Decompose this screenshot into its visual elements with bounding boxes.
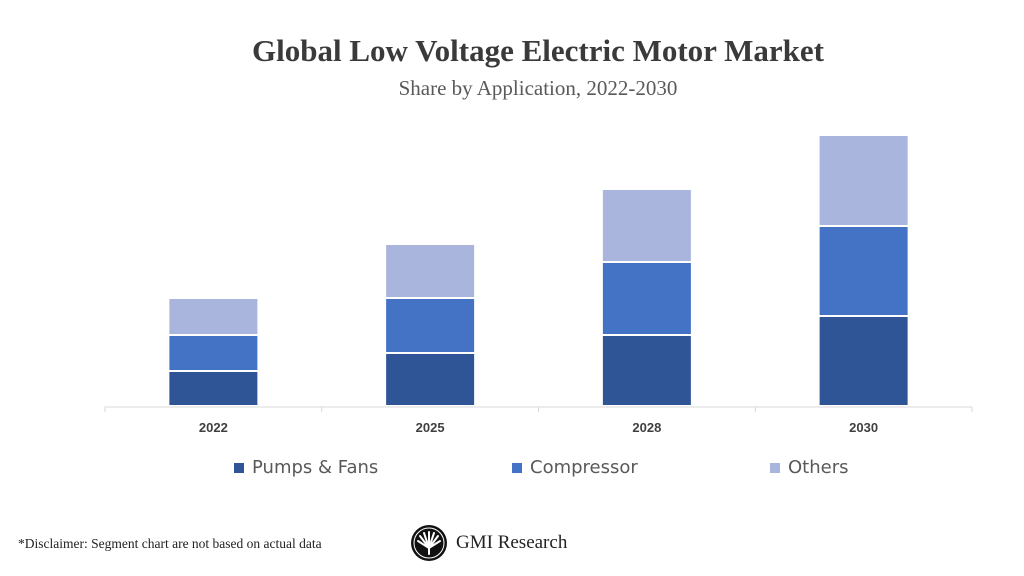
bar-segment-2022-0 [167, 370, 260, 407]
legend-swatch [512, 462, 522, 473]
legend-item-others: Others [770, 457, 849, 478]
logo-text: GMI Research [456, 532, 568, 553]
x-tick-label: 2030 [849, 420, 878, 435]
bar-segment-2025-2 [384, 243, 477, 299]
legend-item-compressor: Compressor [512, 457, 638, 478]
legend-label: Compressor [530, 457, 638, 478]
x-tick-label: 2022 [199, 420, 228, 435]
bar-segment-2030-0 [817, 315, 910, 407]
bar-segment-2025-1 [384, 297, 477, 354]
bar-segment-2028-2 [600, 188, 693, 263]
bar-segment-2025-0 [384, 352, 477, 407]
legend-swatch [770, 462, 780, 473]
x-tick-label: 2028 [632, 420, 661, 435]
legend-label: Pumps & Fans [252, 457, 379, 478]
legend-item-pumps-fans: Pumps & Fans [234, 457, 378, 478]
fan-leaf-logo-icon [411, 525, 447, 561]
gmi-logo: GMI Research [410, 524, 567, 562]
bar-segment-2022-1 [167, 334, 260, 372]
chart-title: Global Low Voltage Electric Motor Market [252, 33, 824, 68]
x-tick-label: 2025 [416, 420, 445, 435]
legend-swatch [234, 462, 244, 473]
stacked-bar-chart: 2022 2025 2028 2030 [104, 134, 973, 435]
bar-segment-2030-2 [817, 134, 910, 227]
bar-segment-2022-2 [167, 297, 260, 336]
bar-segment-2028-1 [600, 261, 693, 336]
legend-label: Others [788, 457, 849, 478]
chart-subtitle: Share by Application, 2022-2030 [398, 76, 678, 100]
disclaimer: *Disclaimer: Segment chart are not based… [18, 536, 322, 551]
bar-segment-2030-1 [817, 225, 910, 317]
bar-segment-2028-0 [600, 334, 693, 407]
